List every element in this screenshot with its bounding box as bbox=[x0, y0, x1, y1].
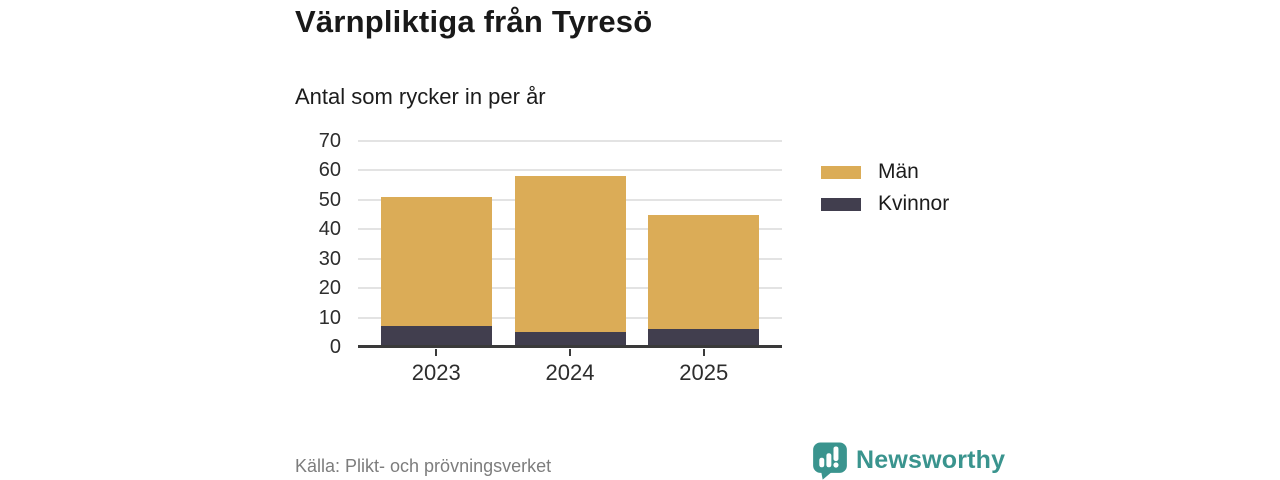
legend-swatch-män bbox=[821, 165, 861, 179]
bar-2023 bbox=[380, 196, 492, 347]
bar-2024 bbox=[514, 176, 626, 347]
x-tick-mark-2023 bbox=[435, 349, 438, 356]
y-tick-label-30: 30 bbox=[318, 247, 341, 270]
y-axis: 0 10 20 30 40 50 60 70 bbox=[280, 131, 341, 357]
source-note: Källa: Plikt- och prövningsverket bbox=[295, 456, 552, 476]
y-tick-label-60: 60 bbox=[318, 159, 341, 182]
chart-title: Värnpliktiga från Tyresö bbox=[295, 4, 653, 39]
brand-name: Newsworthy bbox=[856, 446, 1006, 474]
x-cell-2023: 2023 bbox=[381, 349, 492, 386]
y-tick-label-20: 20 bbox=[318, 277, 341, 300]
x-tick-mark-2024 bbox=[569, 349, 571, 356]
gridline-60 bbox=[358, 169, 782, 172]
chart-subtitle: Antal som rycker in per år bbox=[295, 84, 546, 109]
bar-2025 bbox=[648, 214, 760, 347]
bar-segment-män-2023 bbox=[380, 196, 492, 327]
x-tick-label-2024: 2024 bbox=[545, 360, 595, 385]
x-axis-line bbox=[358, 345, 782, 348]
legend-swatch-kvinnor bbox=[821, 197, 861, 211]
bars bbox=[358, 141, 782, 347]
bar-segment-kvinnor-2024 bbox=[514, 332, 626, 347]
y-tick-label-50: 50 bbox=[318, 188, 341, 211]
bar-segment-män-2024 bbox=[514, 176, 626, 333]
y-tick-label-0: 0 bbox=[329, 336, 341, 358]
bar-segment-kvinnor-2023 bbox=[380, 326, 492, 347]
x-cell-2024: 2024 bbox=[515, 349, 626, 386]
bar-segment-män-2025 bbox=[648, 214, 760, 330]
y-tick-label-10: 10 bbox=[318, 306, 341, 329]
plot-area bbox=[358, 140, 782, 348]
legend-label-kvinnor: Kvinnor bbox=[878, 192, 950, 215]
y-tick-label-40: 40 bbox=[318, 218, 341, 241]
x-tick-label-2025: 2025 bbox=[679, 360, 729, 385]
x-tick-label-2023: 2023 bbox=[411, 360, 461, 385]
legend: Män Kvinnor bbox=[821, 160, 949, 216]
bar-segment-kvinnor-2025 bbox=[648, 329, 760, 347]
brand: Newsworthy bbox=[812, 441, 1005, 480]
newsworthy-logo-icon bbox=[813, 442, 847, 480]
legend-label-män: Män bbox=[878, 160, 919, 183]
legend-item-kvinnor: Kvinnor bbox=[821, 192, 949, 216]
legend-item-män: Män bbox=[821, 160, 949, 184]
x-tick-mark-2025 bbox=[702, 349, 705, 356]
x-axis: 2023 2024 2025 bbox=[358, 349, 782, 386]
gridline-70 bbox=[358, 140, 782, 142]
x-cell-2025: 2025 bbox=[648, 349, 759, 386]
y-tick-label-70: 70 bbox=[318, 130, 341, 152]
